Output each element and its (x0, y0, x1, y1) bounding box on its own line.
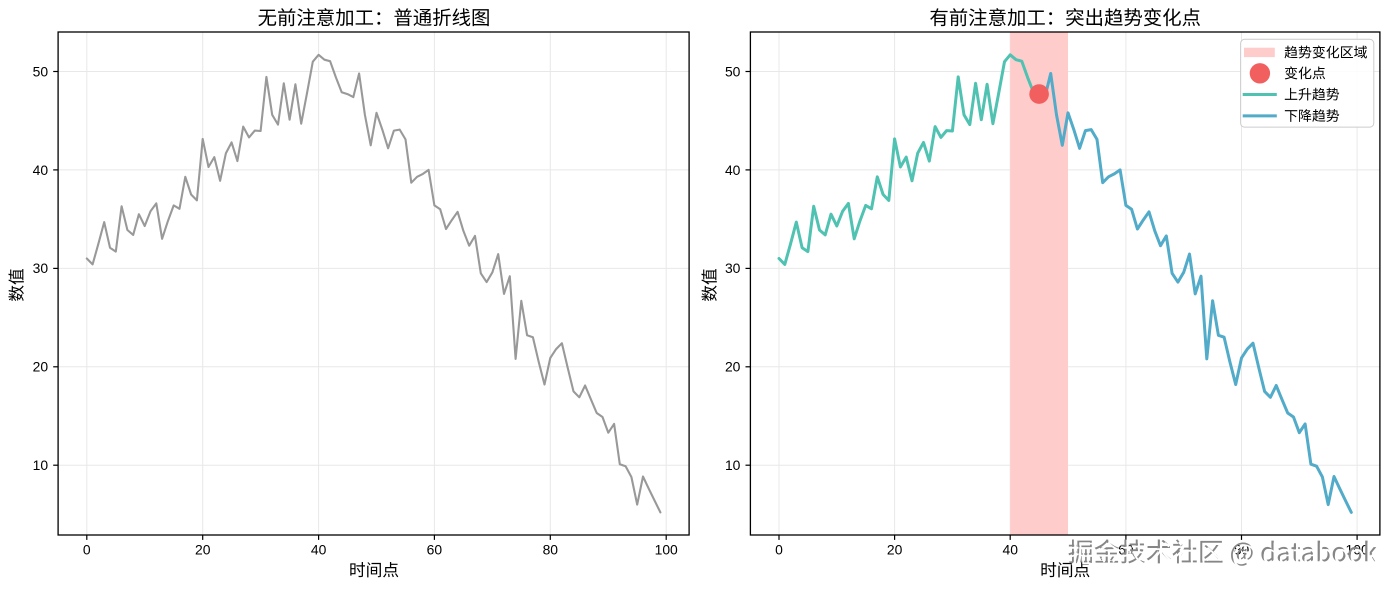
svg-text:20: 20 (725, 359, 741, 375)
svg-text:40: 40 (1002, 542, 1018, 558)
svg-text:10: 10 (725, 457, 741, 473)
svg-text:60: 60 (427, 542, 443, 558)
svg-text:10: 10 (33, 457, 49, 473)
svg-text:80: 80 (543, 542, 559, 558)
svg-text:20: 20 (195, 542, 211, 558)
svg-text:50: 50 (33, 63, 49, 79)
svg-text:50: 50 (725, 63, 741, 79)
svg-text:40: 40 (33, 162, 49, 178)
svg-text:0: 0 (775, 542, 783, 558)
svg-text:30: 30 (725, 260, 741, 276)
svg-text:20: 20 (887, 542, 903, 558)
svg-text:30: 30 (33, 260, 49, 276)
svg-text:100: 100 (655, 542, 678, 558)
svg-text:40: 40 (725, 162, 741, 178)
svg-text:20: 20 (33, 359, 49, 375)
svg-text:40: 40 (311, 542, 327, 558)
svg-text:0: 0 (83, 542, 91, 558)
